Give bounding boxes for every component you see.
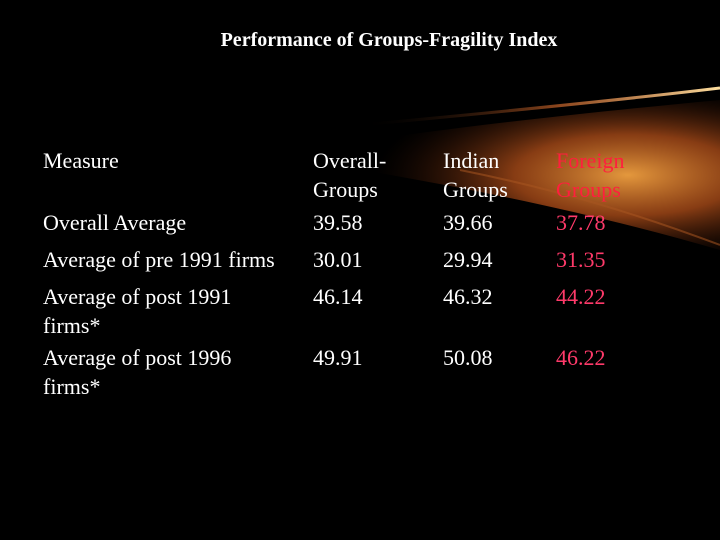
row-overall-average-foreign: 37.78	[556, 210, 606, 235]
row-overall-average-measure: Overall Average	[43, 210, 187, 235]
row-pre-1991-foreign: 31.35	[556, 247, 606, 272]
row-post-1996-foreign: 46.22	[556, 345, 606, 370]
row-post-1996-measure: Average of post 1996 firms*	[43, 345, 232, 399]
header-foreign-groups: Foreign Groups	[556, 148, 625, 202]
row-post-1991-foreign: 44.22	[556, 284, 606, 309]
row-post-1991-measure: Average of post 1991 firms*	[43, 284, 232, 338]
slide-title: Performance of Groups-Fragility Index	[220, 29, 558, 51]
row-pre-1991-indian: 29.94	[443, 247, 493, 272]
row-overall-average-overall: 39.58	[313, 210, 363, 235]
row-pre-1991-measure: Average of pre 1991 firms	[43, 247, 275, 272]
row-post-1991-overall: 46.14	[313, 284, 363, 309]
row-pre-1991-overall: 30.01	[313, 247, 363, 272]
header-indian-groups: Indian Groups	[443, 148, 508, 202]
row-post-1996-overall: 49.91	[313, 345, 363, 370]
header-overall-groups: Overall- Groups	[313, 148, 387, 202]
row-overall-average-indian: 39.66	[443, 210, 493, 235]
header-measure: Measure	[43, 148, 119, 173]
row-post-1996-indian: 50.08	[443, 345, 493, 370]
row-post-1991-indian: 46.32	[443, 284, 493, 309]
